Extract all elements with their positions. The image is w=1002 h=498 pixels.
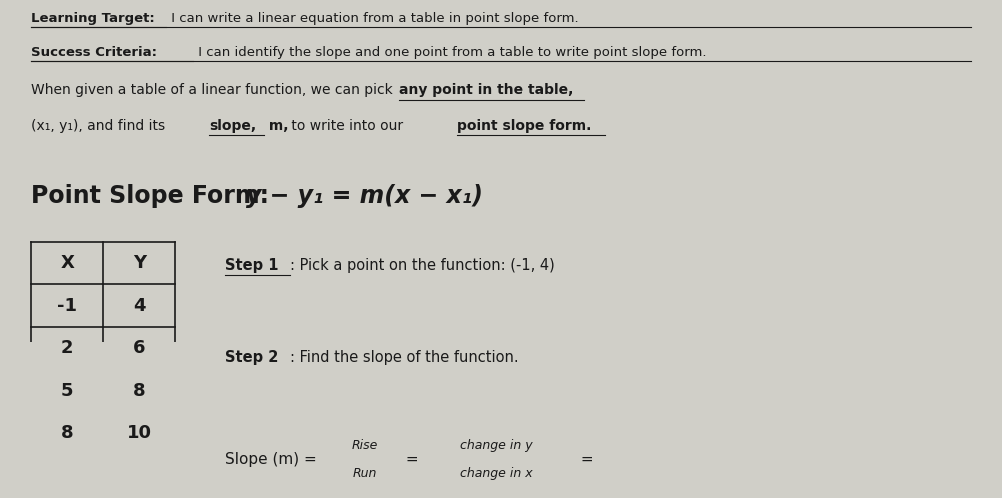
- Text: point slope form.: point slope form.: [457, 119, 591, 133]
- Text: change in x: change in x: [460, 467, 532, 480]
- Text: to write into our: to write into our: [288, 119, 408, 133]
- Text: Run: Run: [353, 467, 378, 480]
- Text: y − y₁ = m(x − x₁): y − y₁ = m(x − x₁): [246, 184, 483, 208]
- Text: Learning Target:: Learning Target:: [31, 11, 155, 24]
- Text: slope,: slope,: [209, 119, 257, 133]
- Text: -1: -1: [57, 296, 77, 315]
- Text: : Find the slope of the function.: : Find the slope of the function.: [291, 350, 519, 365]
- Text: Step 2: Step 2: [225, 350, 279, 365]
- Text: 5: 5: [61, 382, 73, 400]
- Text: Point Slope Form:: Point Slope Form:: [31, 184, 278, 208]
- Text: Success Criteria:: Success Criteria:: [31, 46, 157, 59]
- Text: 4: 4: [133, 296, 145, 315]
- Text: m,: m,: [265, 119, 289, 133]
- Text: When given a table of a linear function, we can pick: When given a table of a linear function,…: [31, 83, 398, 97]
- Text: any point in the table,: any point in the table,: [399, 83, 573, 97]
- Text: : Pick a point on the function: (-1, 4): : Pick a point on the function: (-1, 4): [291, 257, 555, 272]
- Text: Step 1: Step 1: [225, 257, 279, 272]
- Text: 8: 8: [61, 424, 74, 442]
- Text: 2: 2: [61, 339, 73, 357]
- Text: 8: 8: [133, 382, 145, 400]
- Text: I can write a linear equation from a table in point slope form.: I can write a linear equation from a tab…: [167, 11, 579, 24]
- Text: 10: 10: [127, 424, 151, 442]
- Text: Rise: Rise: [352, 439, 379, 452]
- Text: I can identify the slope and one point from a table to write point slope form.: I can identify the slope and one point f…: [194, 46, 706, 59]
- Text: (x₁, y₁), and find its: (x₁, y₁), and find its: [31, 119, 170, 133]
- Text: X: X: [60, 254, 74, 272]
- Text: Y: Y: [132, 254, 146, 272]
- Text: =: =: [576, 452, 598, 467]
- Text: 6: 6: [133, 339, 145, 357]
- Text: change in y: change in y: [460, 439, 532, 452]
- Text: =: =: [401, 452, 424, 467]
- Text: Slope (m) =: Slope (m) =: [225, 452, 322, 467]
